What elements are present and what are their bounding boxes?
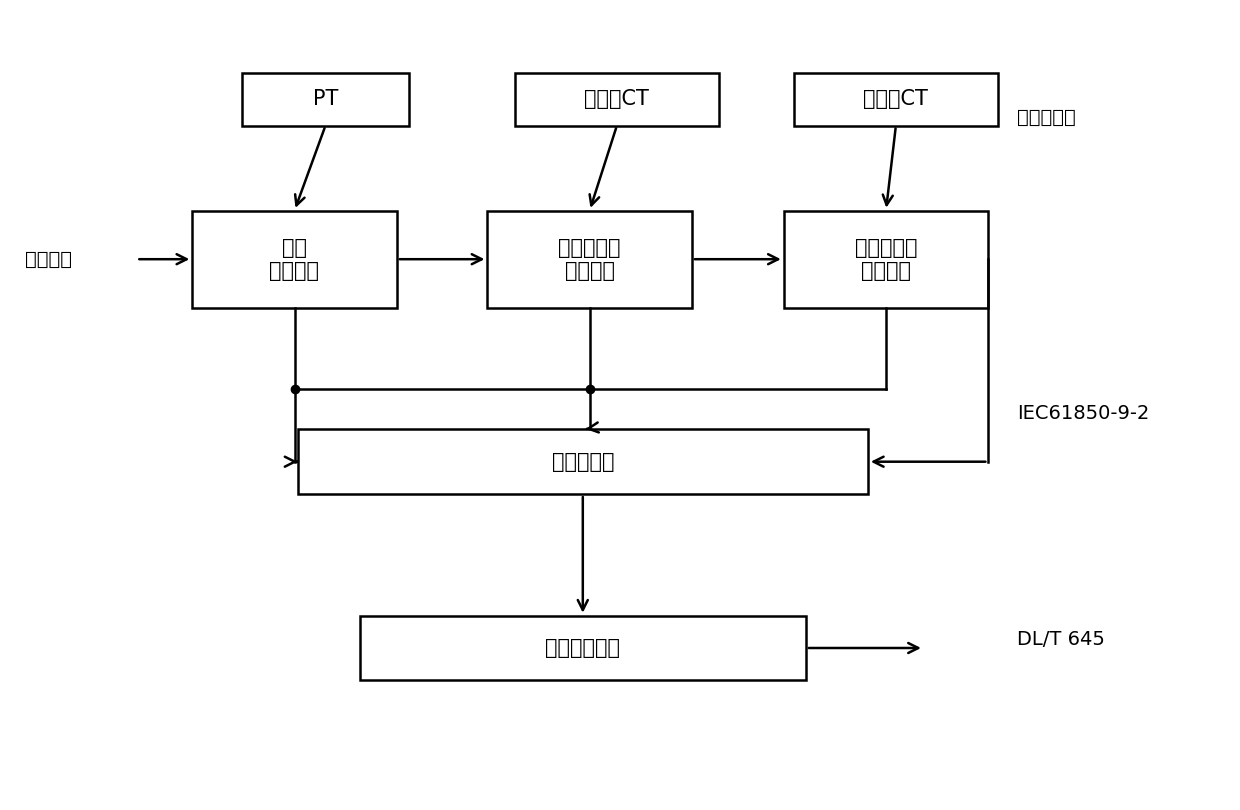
Bar bbox=[360, 616, 806, 680]
Bar bbox=[487, 211, 692, 308]
Text: DL/T 645: DL/T 645 bbox=[1017, 630, 1105, 650]
Text: PT: PT bbox=[312, 89, 339, 109]
Text: 边开关电流
合并单元: 边开关电流 合并单元 bbox=[854, 237, 918, 281]
Bar bbox=[242, 73, 409, 126]
Bar bbox=[794, 73, 998, 126]
Text: 中开关CT: 中开关CT bbox=[584, 89, 650, 109]
Text: 数字化电能表: 数字化电能表 bbox=[546, 638, 620, 658]
Text: 中开关电流
合并单元: 中开关电流 合并单元 bbox=[558, 237, 621, 281]
Text: 互感器采样: 互感器采样 bbox=[1017, 108, 1075, 127]
Bar bbox=[784, 211, 988, 308]
Bar bbox=[298, 429, 868, 494]
Text: IEC61850-9-2: IEC61850-9-2 bbox=[1017, 403, 1149, 423]
Text: 网络交换机: 网络交换机 bbox=[552, 452, 614, 471]
Text: 同步信号: 同步信号 bbox=[25, 249, 72, 269]
Bar bbox=[192, 211, 397, 308]
Text: 电压
合并单元: 电压 合并单元 bbox=[269, 237, 320, 281]
Bar bbox=[515, 73, 719, 126]
Text: 边开关CT: 边开关CT bbox=[863, 89, 929, 109]
